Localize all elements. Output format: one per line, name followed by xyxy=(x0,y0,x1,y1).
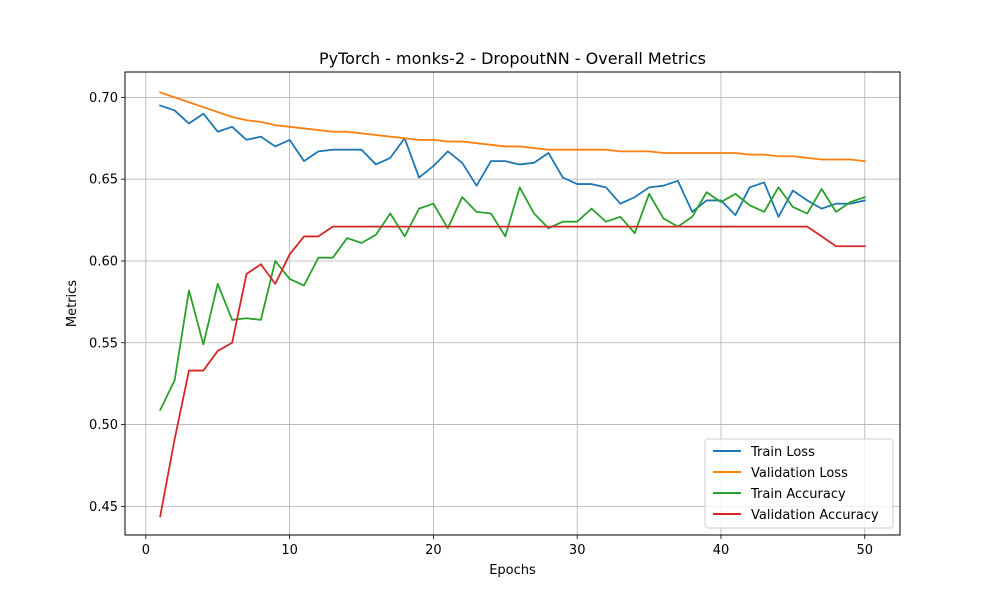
y-tick-label: 0.70 xyxy=(89,91,118,106)
y-tick-label: 0.60 xyxy=(89,254,118,269)
series-line-train-loss xyxy=(159,104,866,218)
tick-layer: 0 10 20 30 40 50 0.45 0.50 0.55 0.60 0.65 0.70 xyxy=(89,91,873,558)
x-axis-label: Epochs xyxy=(489,563,536,578)
legend: Train Loss Validation Loss Train Accuracy V… xyxy=(704,438,894,529)
series-line-validation-loss xyxy=(159,91,866,163)
series-line-validation-accuracy xyxy=(159,225,866,518)
plot-frame xyxy=(124,71,901,536)
x-tick-label: 20 xyxy=(425,543,442,558)
y-tick-label: 0.65 xyxy=(89,173,118,188)
legend-label-train-accuracy: Train Accuracy xyxy=(750,487,846,502)
legend-label-validation-loss: Validation Loss xyxy=(751,466,848,481)
x-tick-label: 50 xyxy=(856,543,873,558)
y-tick-label: 0.50 xyxy=(89,418,118,433)
y-tick-label: 0.45 xyxy=(89,500,118,515)
series-line-train-accuracy xyxy=(159,186,866,412)
x-tick-label: 30 xyxy=(569,543,586,558)
x-tick-label: 0 xyxy=(142,543,150,558)
legend-box xyxy=(704,438,894,529)
x-tick-label: 40 xyxy=(713,543,730,558)
y-axis-label: Metrics xyxy=(65,280,80,327)
legend-label-validation-accuracy: Validation Accuracy xyxy=(751,508,879,523)
legend-label-train-loss: Train Loss xyxy=(750,445,815,460)
x-tick-label: 10 xyxy=(281,543,298,558)
y-tick-label: 0.55 xyxy=(89,336,118,351)
series-layer xyxy=(159,91,866,518)
chart-title: PyTorch - monks-2 - DropoutNN - Overall … xyxy=(319,49,706,68)
